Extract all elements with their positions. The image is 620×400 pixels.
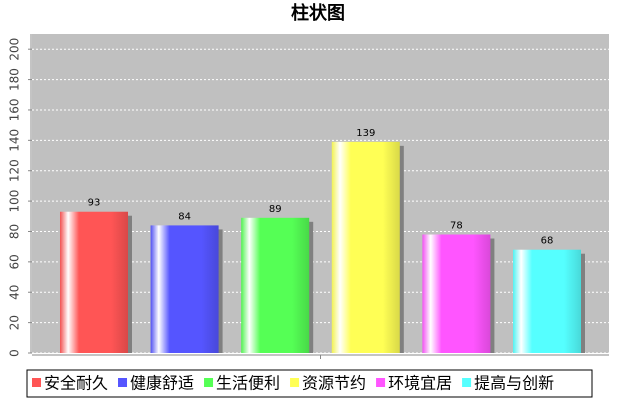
data-label: 68 xyxy=(541,236,554,247)
legend-swatch xyxy=(290,378,300,387)
y-tick-label: 100 xyxy=(8,190,22,213)
y-tick-label: 120 xyxy=(8,159,22,182)
y-tick-label: 160 xyxy=(8,98,22,121)
legend-swatch xyxy=(462,378,472,387)
y-tick-label: 20 xyxy=(8,315,22,330)
chart-title: 柱状图 xyxy=(291,2,345,24)
legend-label: 环境宜居 xyxy=(388,374,452,393)
y-tick-label: 0 xyxy=(8,349,22,357)
legend-label: 安全耐久 xyxy=(44,374,108,393)
data-label: 139 xyxy=(356,128,375,139)
data-label: 93 xyxy=(88,198,101,209)
legend-label: 提高与创新 xyxy=(474,374,554,393)
bar xyxy=(422,234,491,353)
y-tick-label: 40 xyxy=(8,285,22,300)
legend-label: 生活便利 xyxy=(216,374,280,393)
data-label: 89 xyxy=(269,204,282,215)
legend-swatch xyxy=(32,378,41,387)
y-tick-label: 200 xyxy=(8,38,22,61)
legend-label: 健康舒适 xyxy=(130,374,194,393)
legend-swatch xyxy=(118,378,128,387)
data-label: 78 xyxy=(450,221,463,232)
bar xyxy=(150,225,219,353)
legend-swatch xyxy=(204,378,214,387)
y-tick-label: 140 xyxy=(8,129,22,152)
legend-swatch xyxy=(376,378,386,387)
bar xyxy=(60,211,128,353)
y-tick-label: 80 xyxy=(8,224,22,239)
legend-label: 资源节约 xyxy=(302,374,366,393)
y-tick-label: 180 xyxy=(8,68,22,91)
y-tick-label: 60 xyxy=(8,254,22,269)
bar xyxy=(241,217,310,353)
bar xyxy=(331,141,400,353)
bar xyxy=(513,249,581,353)
data-label: 84 xyxy=(178,211,191,222)
